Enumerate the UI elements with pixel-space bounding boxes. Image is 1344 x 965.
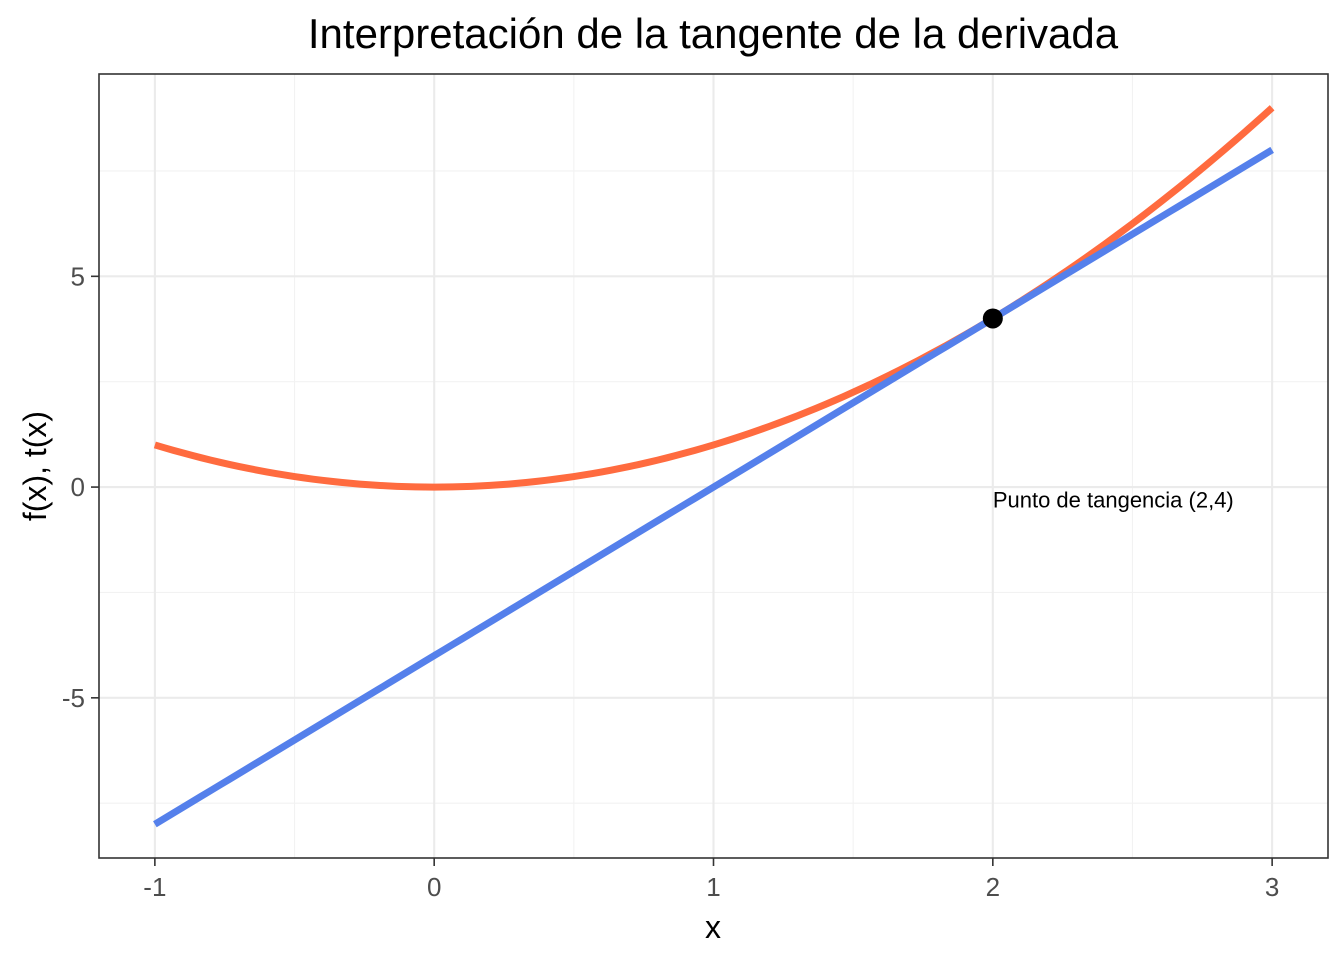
- x-axis: -1 0 1 2 3: [143, 858, 1279, 902]
- y-tick-label: 5: [71, 261, 85, 291]
- tangent-point: [982, 308, 1003, 329]
- annotation-label: Punto de tangencia (2,4): [993, 488, 1234, 513]
- chart-title: Interpretación de la tangente de la deri…: [308, 10, 1119, 57]
- y-tick-label: 0: [71, 472, 85, 502]
- annotation-layer: Punto de tangencia (2,4): [993, 488, 1234, 513]
- x-tick-label: 2: [986, 872, 1000, 902]
- x-tick-label: 3: [1265, 872, 1279, 902]
- series-line-fx: [153, 105, 1275, 491]
- x-axis-title: x: [705, 909, 721, 945]
- y-axis: -5 0 5: [62, 261, 99, 713]
- y-axis-title: f(x), t(x): [17, 411, 53, 521]
- point-layer: [982, 308, 1003, 329]
- x-tick-label: 1: [706, 872, 720, 902]
- x-tick-label: 0: [427, 872, 441, 902]
- grid-layer: [99, 74, 1328, 858]
- y-tick-label: -5: [62, 683, 85, 713]
- x-tick-label: -1: [143, 872, 166, 902]
- series-layer: [153, 105, 1275, 828]
- series-line-tangent: [153, 146, 1274, 828]
